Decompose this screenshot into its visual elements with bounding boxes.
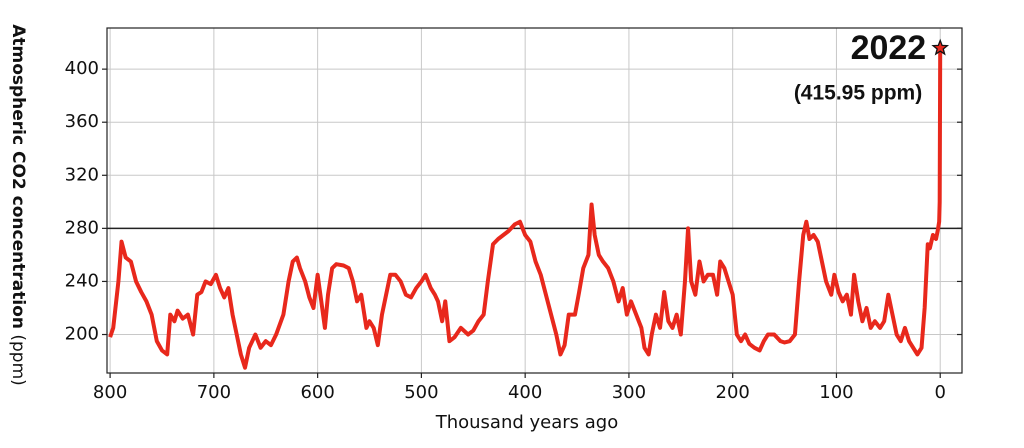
y-tick-label: 400	[65, 58, 99, 79]
x-tick-label: 400	[508, 382, 542, 403]
x-axis-label: Thousand years ago	[435, 412, 619, 433]
x-tick-label: 0	[934, 382, 945, 403]
x-tick-label: 200	[716, 382, 750, 403]
x-tick-label: 600	[300, 382, 334, 403]
y-tick-label: 280	[65, 217, 99, 238]
y-axis-label-unit: (ppm)	[8, 334, 28, 385]
plot-frame	[106, 27, 963, 374]
x-tick-label: 500	[404, 382, 438, 403]
line	[108, 47, 943, 370]
x-tick-label: 700	[197, 382, 231, 403]
y-tick-label: 240	[65, 270, 99, 291]
annotation: 2022	[851, 29, 927, 67]
x-tick-label: 100	[819, 382, 853, 403]
latest-point-star	[931, 38, 950, 56]
y-tick-label: 320	[65, 164, 99, 185]
x-tick-label: 300	[612, 382, 646, 403]
y-axis-label: Atmospheric CO2 concentration (ppm)	[8, 24, 28, 386]
annotation-value: (415.95 ppm)	[794, 82, 922, 105]
x-tick-label: 800	[93, 382, 127, 403]
y-axis-label-main: Atmospheric CO2 concentration	[8, 24, 28, 329]
y-tick-label: 360	[65, 111, 99, 132]
y-tick-label: 200	[65, 324, 99, 345]
